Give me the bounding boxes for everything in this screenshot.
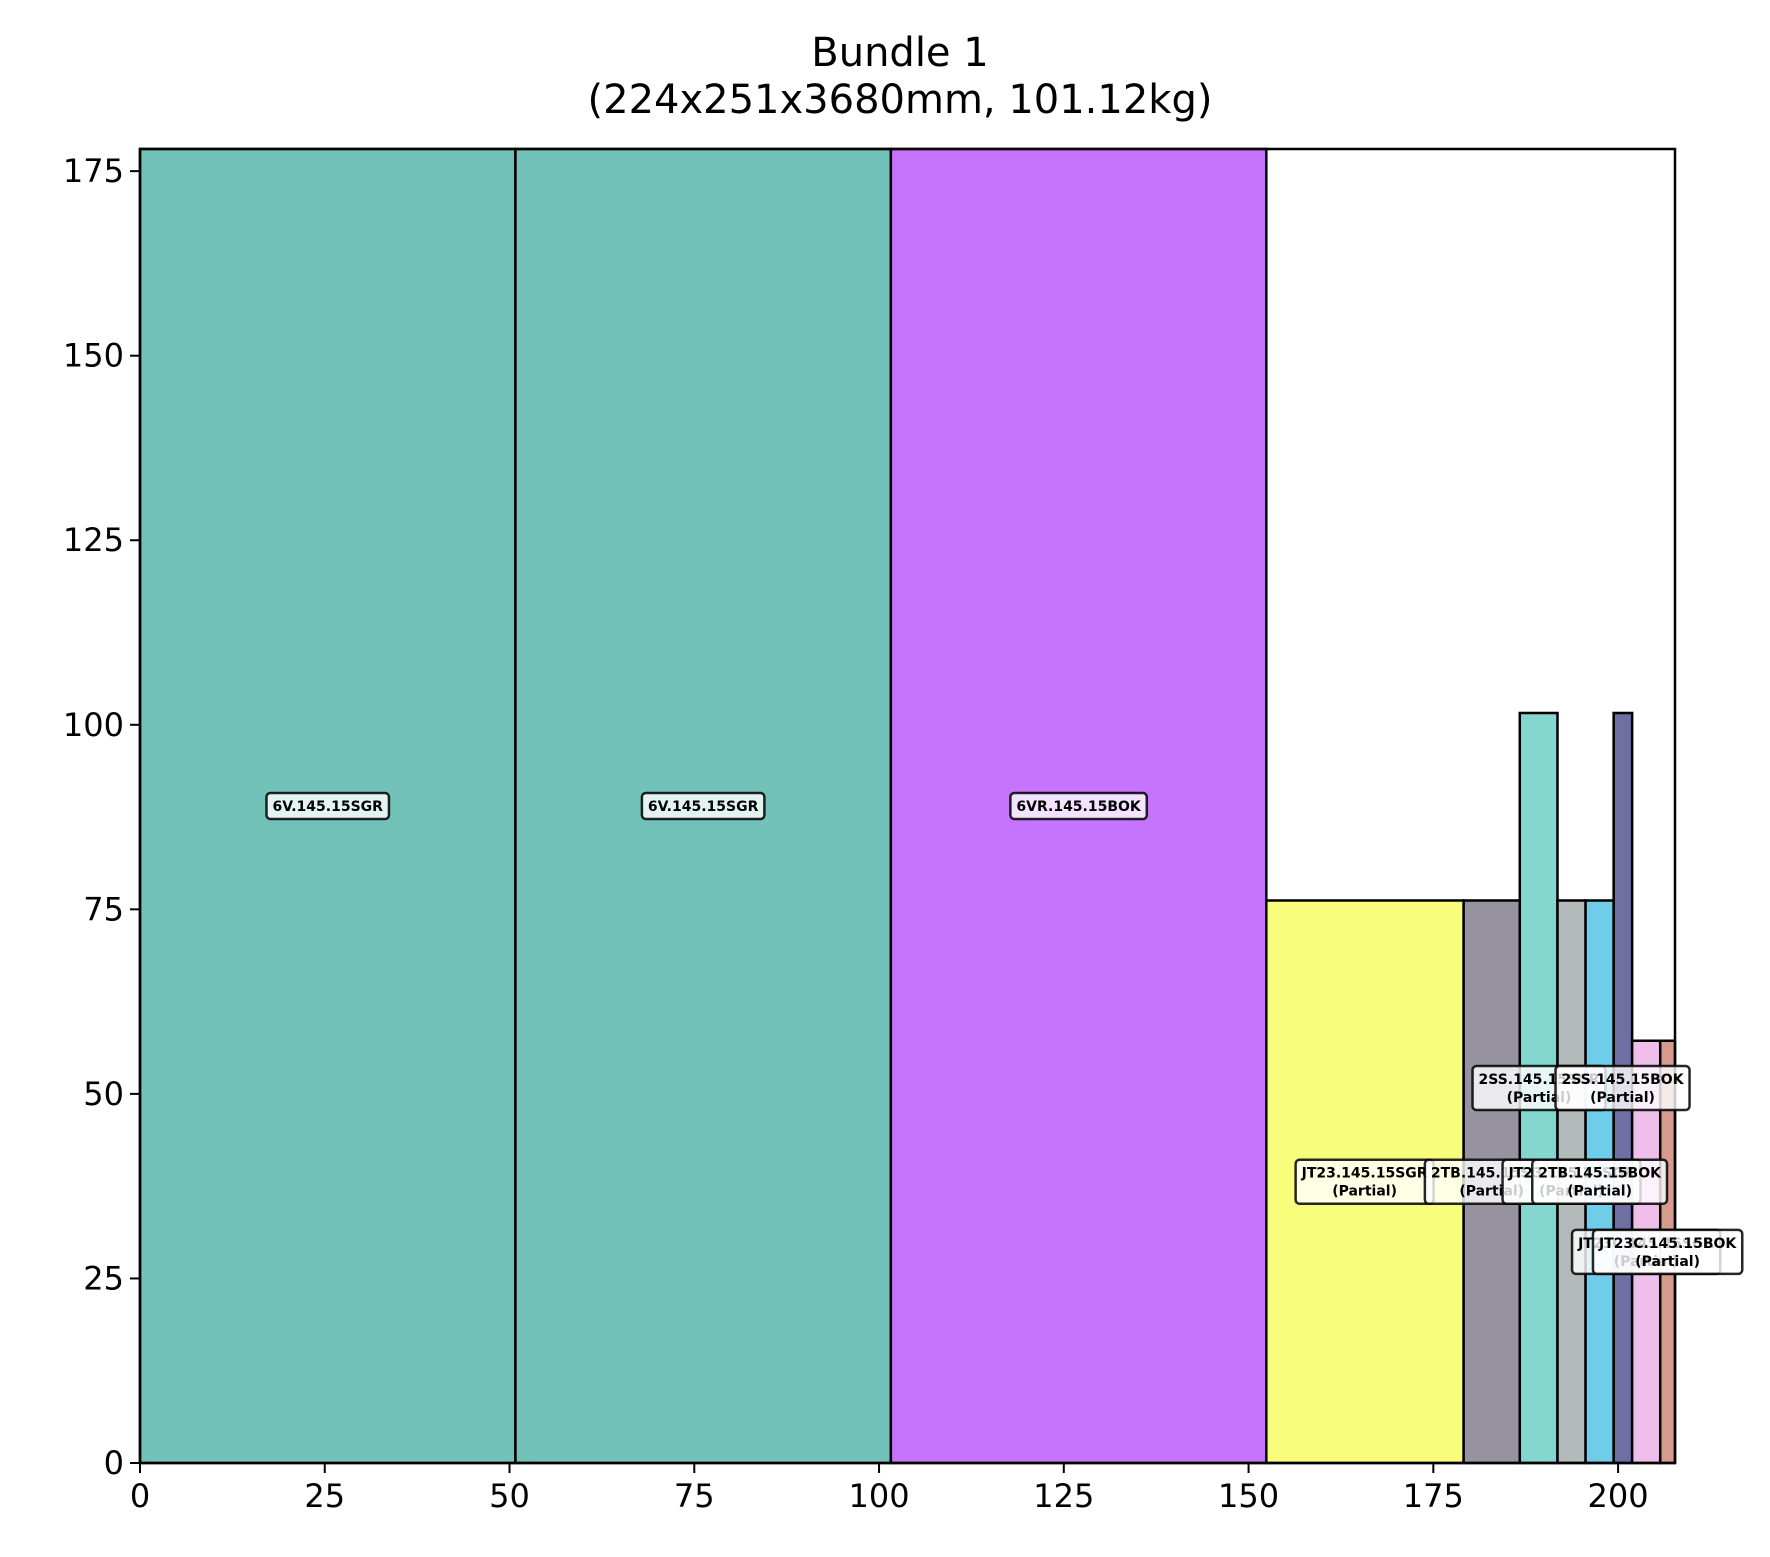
bar-label-text: (Partial) — [1635, 1254, 1700, 1270]
x-tick-label: 125 — [1033, 1477, 1094, 1515]
bar-label-text: 6V.145.15SGR — [272, 799, 383, 815]
bar-label-text: 6V.145.15SGR — [648, 799, 759, 815]
bar-label-text: 2SS.145.15BOK — [1562, 1072, 1685, 1088]
bar-label-text: (Partial) — [1590, 1090, 1655, 1106]
bar-label-box — [1591, 1228, 1744, 1276]
axes-layer: 0 25 50 75 100 125 150 175 200 0 25 50 75 100 125 150 17… — [63, 152, 1649, 1515]
x-tick-label: 100 — [849, 1477, 910, 1515]
bar-label-10: JT23C.145.15BOK (Partial) — [1591, 1228, 1744, 1276]
x-tick-label: 50 — [489, 1477, 530, 1515]
y-tick-label: 75 — [83, 890, 124, 928]
bar-label-1: 6V.145.15SGR — [640, 791, 766, 821]
y-tick-label: 25 — [83, 1259, 124, 1297]
bar-label-box — [1009, 791, 1149, 821]
x-tick-label: 150 — [1218, 1477, 1279, 1515]
bar-label-text: 6VR.145.15BOK — [1016, 799, 1142, 815]
labels-layer: 6V.145.15SGR 6V.145.15SGR 6VR.145.15BOK JT2… — [265, 791, 1744, 1276]
bar-label-box — [1554, 1064, 1691, 1112]
y-tick-label: 125 — [63, 521, 124, 559]
bar-label-box — [640, 791, 766, 821]
plot-frame — [138, 147, 1677, 1465]
bar-label-text: JT23C.145.15BOK — [1598, 1236, 1737, 1252]
bar-label-text: (Partial) — [1567, 1184, 1632, 1200]
bar-label-box — [1531, 1158, 1669, 1205]
x-tick-label: 75 — [674, 1477, 715, 1515]
x-tick-label: 25 — [304, 1477, 345, 1515]
bar-label-8: 2SS.145.15BOK (Partial) — [1554, 1064, 1691, 1112]
bar-label-text: (Partial) — [1332, 1184, 1397, 1200]
y-tick-label: 0 — [104, 1444, 124, 1482]
x-tick-label: 0 — [130, 1477, 150, 1515]
y-tick-label: 50 — [83, 1075, 124, 1113]
bar-label-text: JT23.145.15SGR — [1301, 1166, 1428, 1182]
bar-label-2: 6VR.145.15BOK — [1009, 791, 1149, 821]
chart-title: Bundle 1 — [811, 30, 988, 76]
y-tick-label: 100 — [63, 706, 124, 744]
bar-label-6: 2TB.145.15BOK (Partial) — [1531, 1158, 1669, 1205]
bar-label-0: 6V.145.15SGR — [265, 791, 391, 821]
x-tick-label: 200 — [1588, 1477, 1649, 1515]
bar-label-text: 2TB.145.15BOK — [1538, 1166, 1662, 1182]
bar-label-box — [265, 791, 391, 821]
x-tick-label: 175 — [1403, 1477, 1464, 1515]
y-tick-label: 150 — [63, 337, 124, 375]
chart-subtitle: (224x251x3680mm, 101.12kg) — [588, 77, 1213, 123]
bar-label-3: JT23.145.15SGR (Partial) — [1294, 1158, 1435, 1205]
y-tick-label: 175 — [63, 152, 124, 190]
